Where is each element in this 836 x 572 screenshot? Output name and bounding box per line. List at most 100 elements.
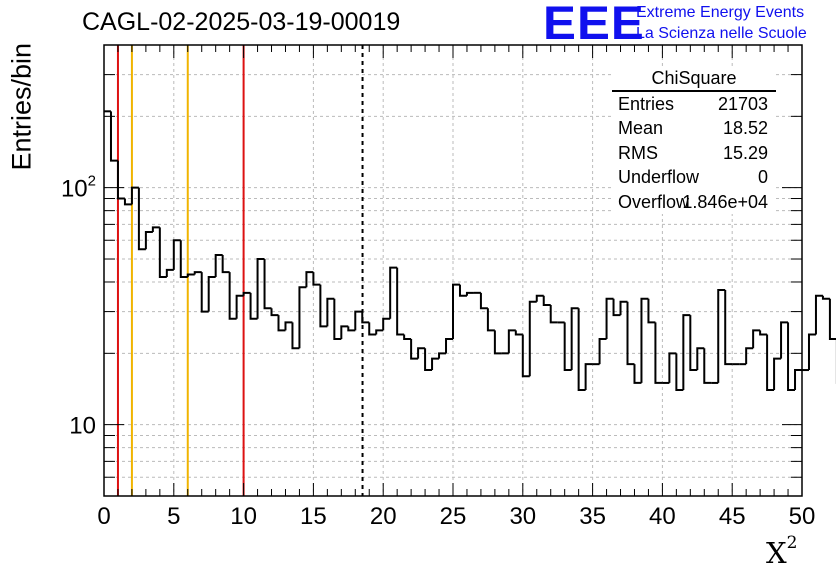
histogram-bin — [452, 283, 460, 339]
histogram-bin — [193, 271, 202, 275]
histogram-bin — [312, 272, 321, 286]
histogram-bin — [347, 326, 356, 332]
x-axis-label: X2 — [766, 533, 798, 570]
histogram-bin — [284, 321, 293, 331]
histogram-bin — [458, 284, 467, 297]
histogram-bin — [144, 231, 153, 250]
histogram-bin — [270, 308, 279, 317]
histogram-bin — [780, 321, 789, 359]
stats-row: Overflow 1.846e+04 — [612, 190, 776, 214]
histogram-bin — [242, 291, 251, 296]
histogram-bin — [654, 322, 663, 384]
histogram-bin — [228, 272, 237, 320]
stats-key: Mean — [618, 118, 664, 139]
histogram-bin — [598, 337, 607, 365]
histogram-bin — [549, 304, 558, 324]
x-tick-label: 40 — [649, 503, 676, 530]
histogram-bin — [682, 314, 691, 391]
histogram-bin — [354, 310, 363, 331]
histogram — [104, 110, 836, 392]
histogram-bin — [507, 329, 516, 354]
histogram-bin — [521, 334, 530, 378]
histogram-bin — [787, 322, 796, 392]
histogram-bin — [263, 259, 272, 310]
histogram-bin — [577, 308, 586, 392]
histogram-bin — [828, 298, 836, 340]
stats-row: Entries 21703 — [612, 92, 776, 116]
histogram-bin — [221, 254, 230, 274]
histogram-bin — [807, 333, 816, 371]
histogram-bin — [759, 330, 768, 336]
x-tick-label: 45 — [719, 503, 746, 530]
histogram-bin — [724, 290, 733, 366]
histogram-bin — [326, 297, 335, 327]
y-axis-label: Entries/bin — [6, 42, 37, 171]
histogram-bin — [584, 363, 593, 391]
histogram-bin — [563, 322, 572, 372]
histogram-bin — [340, 325, 349, 339]
stats-value: 18.52 — [722, 118, 768, 139]
stats-row: RMS 15.29 — [612, 141, 776, 165]
histogram-bin — [256, 258, 265, 319]
histogram-bin — [717, 289, 726, 383]
histogram-bin — [123, 198, 132, 206]
x-tick-label: 20 — [370, 503, 397, 530]
histogram-bin — [752, 329, 761, 349]
histogram-bin — [389, 266, 398, 319]
logo-line-2: La Scienza nelle Scuole — [636, 25, 807, 42]
x-tick-label: 0 — [97, 503, 110, 530]
histogram-bin — [438, 352, 447, 359]
histogram-bin — [235, 294, 244, 319]
stats-value: 0 — [757, 167, 768, 188]
stats-key: Overflow — [618, 191, 690, 212]
x-axis-label-exp: 2 — [786, 533, 798, 554]
histogram-bin — [675, 353, 684, 392]
x-tick-label: 50 — [789, 503, 816, 530]
histogram-bin — [514, 330, 523, 336]
histogram-bin — [417, 347, 426, 359]
histogram-bin — [668, 352, 677, 383]
histogram-bin — [445, 337, 453, 354]
eee-logo: EEE — [543, 0, 645, 49]
histogram-bin — [382, 317, 391, 331]
histogram-bin — [151, 226, 160, 233]
histogram-bin — [172, 239, 181, 270]
histogram-bin — [368, 322, 377, 336]
histogram-bin — [424, 348, 433, 372]
histogram-bin — [109, 111, 118, 162]
x-tick-label: 10 — [230, 503, 257, 530]
histogram-bin — [542, 295, 551, 306]
histogram-bin — [766, 334, 775, 392]
histogram-bin — [375, 329, 384, 335]
axis-ticks: 0 5 10 15 20 25 30 35 40 45 50 10 102 — [61, 45, 815, 530]
histogram-bin — [200, 272, 209, 313]
histogram-bin — [465, 291, 474, 296]
histogram-bin — [130, 186, 139, 205]
histogram-bin — [486, 308, 495, 332]
histogram-bin — [333, 298, 342, 340]
histogram-bin — [361, 311, 370, 324]
histogram-bin — [431, 357, 440, 371]
histogram-bin — [535, 294, 544, 302]
x-tick-label: 30 — [509, 503, 536, 530]
histogram-bin — [305, 271, 314, 288]
stats-value: 1.846e+04 — [682, 191, 768, 212]
histogram-bin — [794, 369, 802, 391]
histogram-bin — [640, 297, 649, 383]
histogram-bin — [647, 298, 656, 324]
histogram-bin — [214, 253, 223, 277]
histogram-bin — [493, 330, 502, 355]
y-tick-label: 10 — [69, 413, 96, 440]
stats-key: Underflow — [618, 167, 700, 188]
histogram-bin — [137, 187, 146, 251]
histogram-bin — [277, 315, 286, 332]
histogram-bin — [291, 322, 300, 350]
histogram-bin — [410, 338, 419, 360]
histogram-bin — [249, 292, 258, 320]
y-tick-label: 102 — [61, 173, 96, 203]
histogram-bin — [814, 294, 823, 335]
histogram-bin — [396, 267, 405, 336]
histogram-bin — [158, 227, 167, 278]
x-tick-label: 35 — [579, 503, 606, 530]
